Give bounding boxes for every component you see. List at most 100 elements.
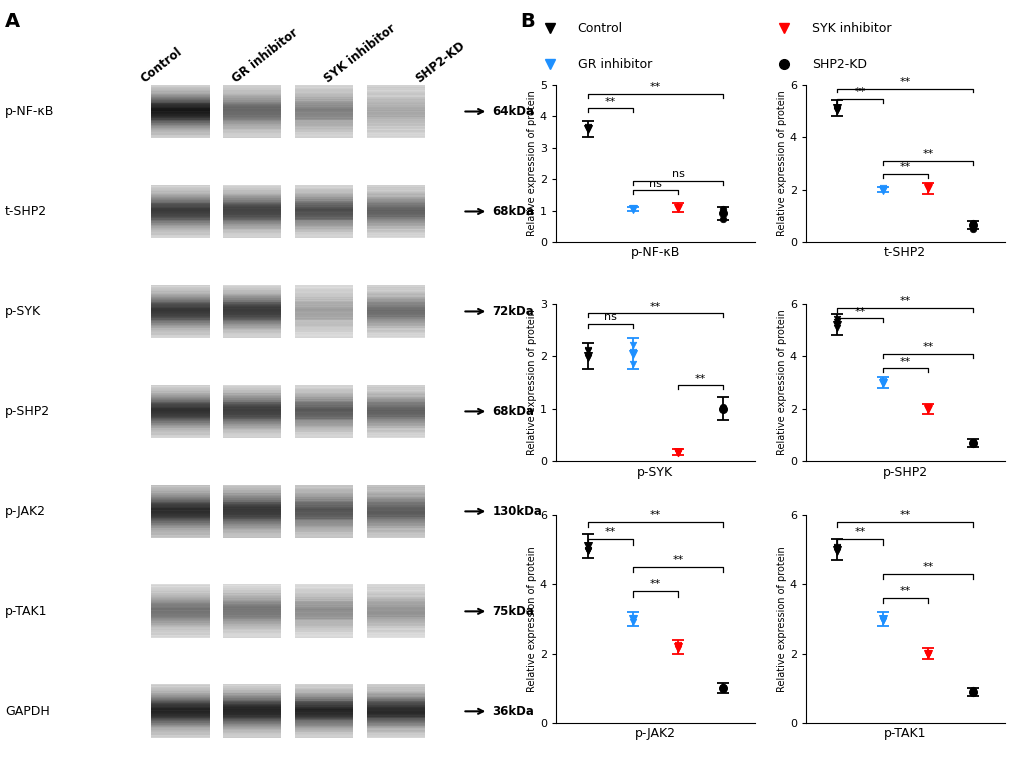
Bar [151,106,209,107]
Bar [151,598,209,599]
Bar [151,227,209,228]
Bar [294,607,353,608]
Bar [151,588,209,589]
Bar [151,391,209,393]
Bar [223,126,281,127]
Bar [294,96,353,97]
Bar [294,225,353,226]
Bar [151,97,209,98]
Bar [223,633,281,634]
Bar [151,200,209,201]
Bar [223,733,281,734]
Bar [151,390,209,391]
Bar [151,714,209,715]
Bar [151,295,209,296]
Bar [223,494,281,495]
Bar [151,95,209,96]
Bar [367,509,425,510]
Bar [223,533,281,534]
Bar [367,209,425,210]
Text: **: ** [604,528,615,538]
Bar [223,407,281,408]
Bar [223,124,281,125]
Bar [367,704,425,705]
Bar [223,723,281,724]
Bar [151,410,209,411]
Bar [367,507,425,508]
Bar [223,214,281,215]
Point [873,376,890,388]
Point [624,612,640,624]
Bar [367,619,425,621]
Bar [223,299,281,300]
Bar [294,414,353,415]
Bar [294,285,353,286]
Bar [223,430,281,431]
Bar [294,301,353,302]
Bar [223,125,281,126]
Bar [367,318,425,319]
Bar [223,305,281,306]
Bar [223,505,281,506]
Bar [223,722,281,723]
Point [873,377,890,389]
Bar [151,693,209,694]
Bar [151,407,209,408]
Text: **: ** [854,88,865,98]
Bar [367,324,425,325]
Bar [223,190,281,191]
Point [669,202,686,215]
Bar [151,100,209,101]
Bar [367,311,425,312]
Bar [367,306,425,307]
Bar [151,386,209,388]
Bar [223,694,281,695]
Bar [223,99,281,100]
Bar [294,589,353,590]
Bar [223,198,281,199]
Bar [151,623,209,624]
Bar [151,104,209,105]
Bar [294,735,353,737]
Bar [367,632,425,633]
Bar [223,202,281,204]
Point [579,121,595,133]
Bar [223,337,281,338]
Bar [223,224,281,225]
Point [579,351,595,364]
Bar [367,610,425,611]
Bar [367,99,425,100]
Text: **: ** [899,357,910,367]
Bar [223,695,281,696]
Bar [151,318,209,319]
Bar [223,400,281,401]
Bar [151,233,209,234]
Bar [151,394,209,395]
Bar [151,716,209,717]
Bar [223,230,281,231]
Point [669,640,686,652]
Bar [151,590,209,591]
Bar [294,295,353,296]
Bar [151,186,209,188]
Bar [151,628,209,629]
Bar [367,215,425,216]
Text: **: ** [921,149,932,159]
Bar [367,297,425,298]
Bar [367,428,425,429]
Bar [294,190,353,191]
Bar [294,111,353,112]
Bar [151,307,209,308]
Bar [367,527,425,528]
Bar [223,604,281,605]
Bar [367,113,425,114]
Bar [367,494,425,495]
Bar [367,594,425,595]
Bar [367,735,425,737]
Point [964,686,980,698]
Bar [151,737,209,738]
Bar [294,224,353,225]
Bar [223,491,281,493]
Bar [367,88,425,89]
Point [579,122,595,135]
